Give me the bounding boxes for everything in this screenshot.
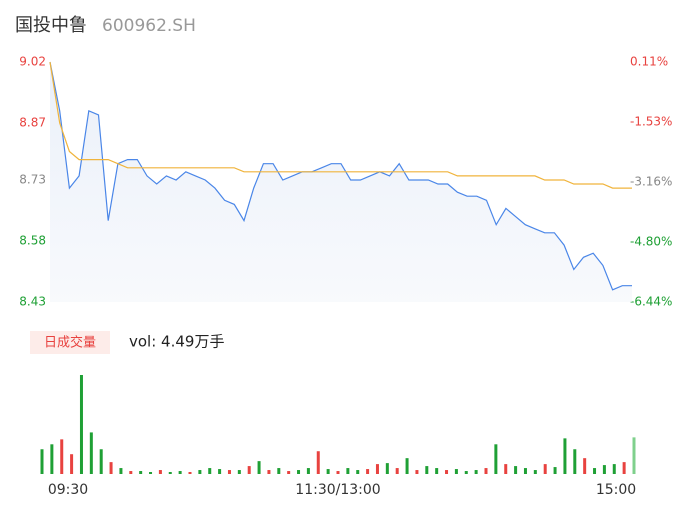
volume-bar: [494, 444, 498, 474]
volume-bar: [602, 465, 606, 474]
volume-bar: [287, 471, 291, 474]
y2-tick-label: -1.53%: [630, 115, 672, 129]
volume-bar: [70, 454, 74, 474]
volume-bar: [385, 463, 389, 474]
stock-code: 600962.SH: [102, 16, 196, 36]
volume-bar: [553, 467, 557, 474]
y-tick-label: 8.58: [19, 233, 46, 247]
volume-bar: [50, 444, 54, 474]
volume-bar: [139, 471, 143, 474]
volume-bar: [375, 464, 379, 474]
y-tick-label: 8.87: [19, 116, 46, 130]
y2-tick-label: -3.16%: [630, 174, 672, 188]
volume-bar: [336, 471, 340, 474]
volume-bar: [79, 375, 83, 474]
volume-bar: [178, 471, 182, 474]
volume-bar: [109, 462, 113, 474]
volume-bar: [99, 449, 103, 474]
stock-name: 国投中鲁: [15, 15, 87, 36]
volume-bar: [573, 449, 577, 474]
volume-label: vol: 4.49万手: [129, 333, 224, 351]
volume-bar: [158, 470, 162, 474]
volume-bar: [40, 449, 44, 474]
volume-bar: [346, 468, 350, 474]
y-tick-label: 8.73: [19, 172, 46, 186]
y-tick-label: 8.43: [19, 295, 46, 309]
volume-bar: [218, 469, 222, 474]
volume-bar: [316, 451, 320, 474]
volume-badge: 日成交量: [44, 335, 96, 351]
volume-bar: [257, 461, 261, 474]
series-line: [49, 61, 632, 189]
volume-bar: [129, 471, 133, 474]
y2-tick-label: -4.80%: [630, 234, 672, 248]
volume-bar: [543, 464, 547, 474]
volume-bar: [326, 469, 330, 474]
x-tick-label: 11:30/13:00: [295, 482, 380, 498]
volume-bar: [227, 470, 231, 474]
volume-bar: [533, 470, 537, 474]
x-tick-label: 09:30: [48, 482, 88, 498]
volume-bar: [632, 437, 636, 474]
volume-bar: [366, 469, 370, 474]
volume-bar: [484, 468, 488, 474]
volume-bar: [415, 470, 419, 474]
volume-bar: [277, 468, 281, 474]
volume-bar: [119, 468, 123, 474]
volume-bar: [514, 466, 518, 474]
volume-bar: [89, 432, 93, 474]
volume-bar: [198, 470, 202, 474]
volume-bar: [168, 472, 172, 474]
badge-bg: [30, 331, 110, 354]
volume-bar: [395, 468, 399, 474]
volume-bar: [464, 471, 468, 474]
volume-bar: [306, 468, 310, 474]
series-line: [49, 61, 632, 291]
volume-bar: [237, 470, 241, 474]
volume-bar: [425, 466, 429, 474]
volume-bar: [267, 470, 271, 474]
x-tick-label: 15:00: [596, 482, 636, 498]
volume-bar: [356, 470, 360, 474]
volume-bar: [247, 466, 251, 474]
y-tick-label: 9.02: [19, 55, 46, 69]
volume-bar: [60, 439, 64, 474]
volume-bar: [454, 469, 458, 474]
volume-bar: [583, 458, 587, 474]
price-area: [50, 62, 632, 302]
volume-bar: [208, 468, 212, 474]
volume-bar: [523, 468, 527, 474]
volume-bar: [445, 470, 449, 474]
volume-bar: [435, 468, 439, 474]
volume-bar: [474, 470, 478, 474]
volume-bar: [504, 464, 508, 474]
y2-tick-label: 0.11%: [630, 55, 668, 69]
volume-bar: [188, 472, 192, 474]
y2-tick-label: -6.44%: [630, 295, 672, 309]
volume-bar: [593, 468, 597, 474]
volume-bar: [149, 472, 153, 474]
volume-bar: [405, 458, 409, 474]
volume-bar: [563, 438, 567, 474]
volume-bar: [297, 470, 301, 474]
volume-bar: [612, 464, 616, 474]
volume-bar: [622, 462, 626, 474]
